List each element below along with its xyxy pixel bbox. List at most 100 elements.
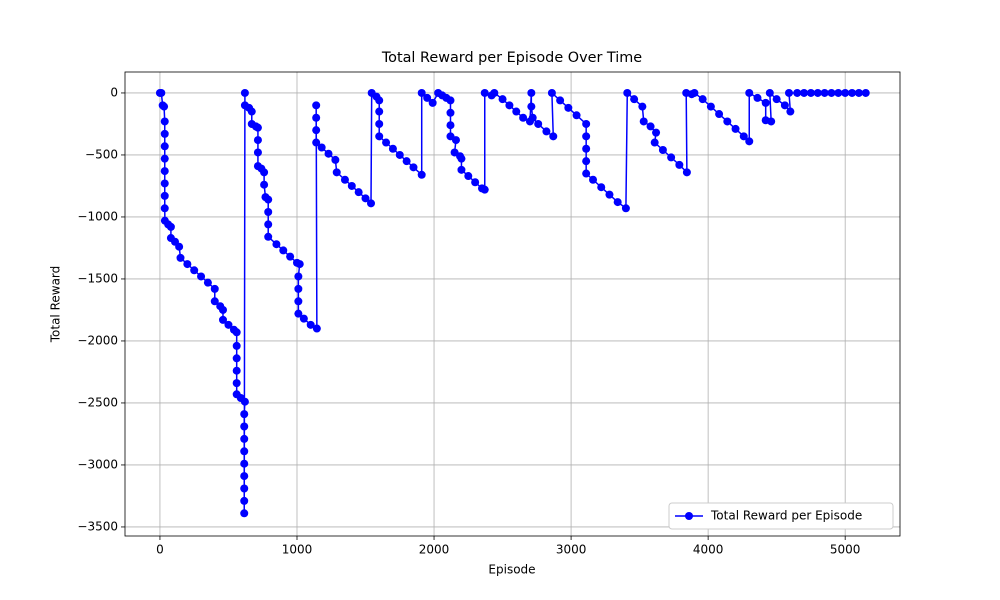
point <box>589 175 598 184</box>
point <box>294 284 303 293</box>
point <box>160 117 169 126</box>
point <box>457 154 466 163</box>
point <box>253 136 262 145</box>
point <box>690 88 699 97</box>
y-tick-label: −2500 <box>77 395 118 409</box>
point <box>471 178 480 187</box>
point <box>354 188 363 197</box>
point <box>854 88 863 97</box>
point <box>375 132 384 141</box>
point <box>294 272 303 281</box>
y-axis-label: Total Reward <box>49 266 63 344</box>
y-tick-label: −3500 <box>77 519 118 533</box>
point <box>240 484 249 493</box>
point <box>272 240 281 249</box>
point <box>232 341 241 350</box>
point <box>240 509 249 518</box>
point <box>841 88 850 97</box>
x-tick-label: 0 <box>156 543 164 557</box>
point <box>446 96 455 105</box>
point <box>834 88 843 97</box>
point <box>605 190 614 199</box>
point <box>800 88 809 97</box>
point <box>332 168 341 177</box>
legend-box <box>668 502 894 530</box>
point <box>505 101 514 110</box>
point <box>166 222 175 231</box>
point <box>190 266 199 275</box>
point <box>698 95 707 104</box>
point <box>224 320 233 329</box>
point <box>253 148 262 157</box>
point <box>793 88 802 97</box>
y-tick-label: −500 <box>85 147 118 161</box>
point <box>639 117 648 126</box>
legend-label: Total Reward per Episode <box>710 509 862 523</box>
point <box>786 107 795 116</box>
point <box>630 95 639 104</box>
point <box>286 252 295 261</box>
point <box>527 88 536 97</box>
point <box>375 107 384 116</box>
point <box>745 137 754 146</box>
point <box>260 180 269 189</box>
point <box>512 107 521 116</box>
point <box>253 123 262 132</box>
point <box>572 111 581 120</box>
y-tick-label: −3000 <box>77 457 118 471</box>
point <box>597 183 606 192</box>
point <box>451 136 460 145</box>
point <box>761 98 770 107</box>
point <box>160 204 169 213</box>
point <box>240 472 249 481</box>
point <box>621 204 630 213</box>
point <box>312 101 321 110</box>
x-axis-label: Episode <box>488 563 535 577</box>
point <box>780 101 789 110</box>
point <box>331 155 340 164</box>
point <box>464 172 473 181</box>
point <box>739 132 748 141</box>
point <box>203 278 212 287</box>
point <box>240 88 249 97</box>
point <box>240 434 249 443</box>
point <box>848 88 857 97</box>
point <box>218 305 227 314</box>
point <box>160 179 169 188</box>
point <box>650 138 659 147</box>
y-tick-label: −2000 <box>77 333 118 347</box>
point <box>299 314 308 323</box>
point <box>279 246 288 255</box>
point <box>675 160 684 169</box>
point <box>160 154 169 163</box>
point <box>264 220 273 229</box>
point <box>175 242 184 251</box>
point <box>613 198 622 207</box>
point <box>240 422 249 431</box>
point <box>240 496 249 505</box>
point <box>375 119 384 128</box>
point <box>197 272 206 281</box>
point <box>382 138 391 147</box>
point <box>160 142 169 151</box>
point <box>582 169 591 178</box>
point <box>667 153 676 162</box>
point <box>480 88 489 97</box>
point <box>295 260 304 269</box>
point <box>861 88 870 97</box>
point <box>417 170 426 179</box>
point <box>498 95 507 104</box>
legend-marker <box>685 512 693 520</box>
point <box>446 108 455 117</box>
x-tick-label: 1000 <box>282 543 313 557</box>
point <box>706 102 715 111</box>
point <box>534 119 543 128</box>
point <box>549 132 558 141</box>
point <box>423 93 432 102</box>
y-tick-label: 0 <box>110 85 118 99</box>
point <box>294 297 303 306</box>
point <box>806 88 815 97</box>
point <box>827 88 836 97</box>
point <box>820 88 829 97</box>
